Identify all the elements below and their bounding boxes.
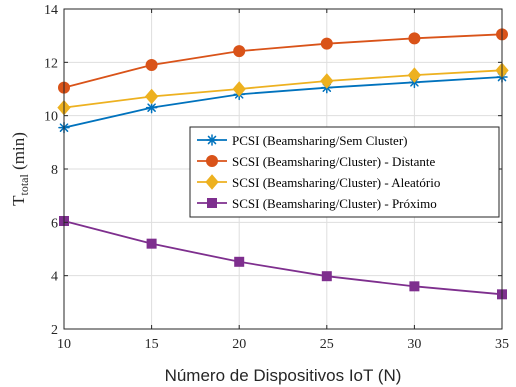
series-line <box>63 76 503 129</box>
legend-label: SCSI (Beamsharing/Cluster) - Aleatório <box>232 175 440 190</box>
legend-entry: SCSI (Beamsharing/Cluster) - Distante <box>197 154 436 169</box>
x-tick-label: 20 <box>232 337 246 352</box>
legend-box <box>189 126 500 218</box>
y-axis-label-unit: (min) <box>9 132 28 174</box>
y-tick-label: 2 <box>51 323 58 338</box>
legend: PCSI (Beamsharing/Sem Cluster) SCSI (Beam… <box>189 126 500 218</box>
data-point-marker <box>144 88 159 105</box>
legend-label: SCSI (Beamsharing/Cluster) - Próximo <box>232 196 437 211</box>
x-tick-label: 30 <box>407 337 421 352</box>
legend-label: SCSI (Beamsharing/Cluster) - Distante <box>232 154 436 169</box>
y-tick-label: 14 <box>44 3 58 18</box>
y-axis-label: Ttotal (min) <box>9 132 31 206</box>
data-point-marker <box>234 256 245 267</box>
series-line <box>63 69 503 109</box>
x-tick-label: 10 <box>57 337 71 352</box>
legend-entry: SCSI (Beamsharing/Cluster) - Aleatório <box>197 174 440 190</box>
y-tick-label: 10 <box>44 110 58 125</box>
x-tick-label: 35 <box>495 337 509 352</box>
y-tick-label: 12 <box>44 56 58 71</box>
data-point-marker <box>146 238 157 249</box>
axis-ticks <box>63 8 503 330</box>
data-point-marker <box>233 45 246 58</box>
data-point-marker <box>207 198 217 208</box>
y-tick-label: 4 <box>51 270 58 285</box>
series-line <box>63 33 503 89</box>
y-tick-label: 6 <box>51 216 58 231</box>
data-point-marker <box>206 134 218 146</box>
y-axis-label-main: T <box>9 195 28 206</box>
data-point-marker <box>320 37 333 50</box>
data-point-marker <box>205 174 219 190</box>
tick-labels: 10 15 20 25 30 35 2 4 6 8 10 12 14 <box>44 3 509 352</box>
legend-entry: PCSI (Beamsharing/Sem Cluster) <box>197 133 408 148</box>
data-point-marker <box>145 101 158 114</box>
x-tick-label: 25 <box>320 337 334 352</box>
data-point-marker <box>409 281 420 292</box>
data-point-marker <box>320 73 334 89</box>
data-point-marker <box>407 67 422 83</box>
y-tick-label: 8 <box>51 163 58 178</box>
asterisk-stroke <box>147 103 156 112</box>
data-point-marker <box>145 59 158 71</box>
legend-label: PCSI (Beamsharing/Sem Cluster) <box>232 133 408 148</box>
series-line <box>63 220 503 296</box>
data-point-marker <box>232 81 246 97</box>
x-tick-label: 15 <box>145 337 159 352</box>
series-2 <box>58 28 508 94</box>
asterisk-stroke <box>207 135 217 145</box>
data-point-marker <box>408 32 421 45</box>
series-4 <box>59 216 507 300</box>
series-1 <box>58 71 508 134</box>
y-axis-label-sub: total <box>17 173 31 195</box>
data-point-marker <box>321 271 332 282</box>
legend-entry: SCSI (Beamsharing/Cluster) - Próximo <box>197 196 437 211</box>
data-point-marker <box>206 155 218 167</box>
x-axis-label: Número de Dispositivos IoT (N) <box>165 366 402 385</box>
